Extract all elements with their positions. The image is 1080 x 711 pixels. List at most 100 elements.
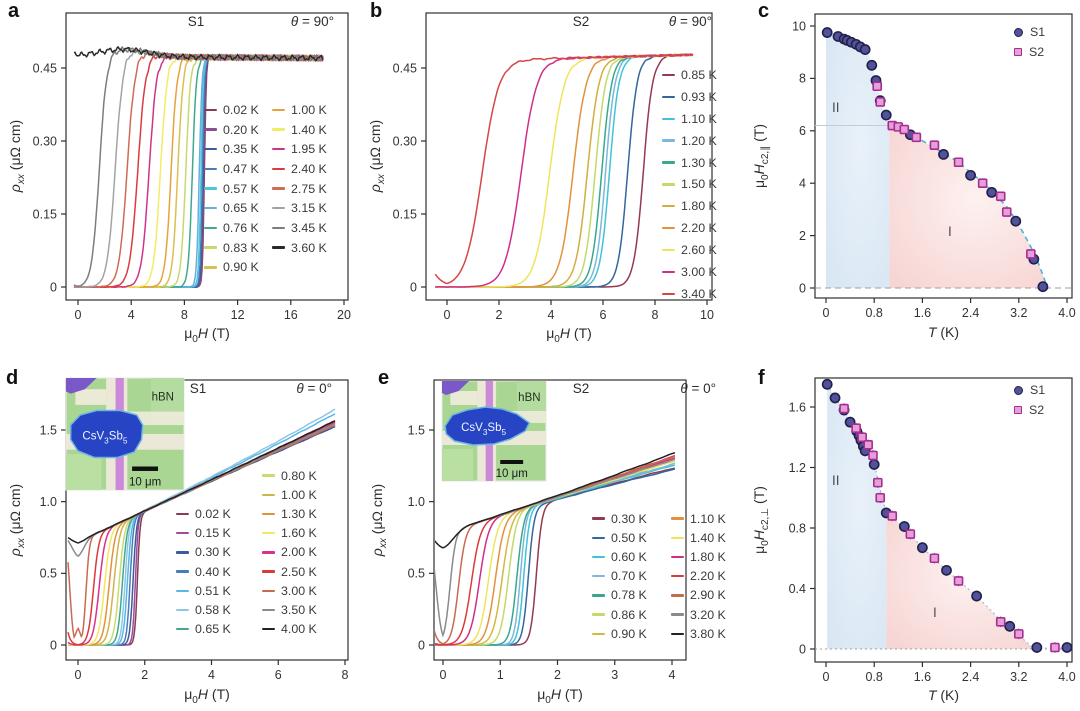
axis-label: μ0H (T) [184,686,230,706]
axis-label: 10 μm [496,468,528,480]
y-tick-label: 0.5 [40,567,57,581]
y-tick-label: 0.15 [393,207,417,221]
panel-e-angle-label: θ = 0° [680,381,716,396]
panel-f: f 0 0.8 1.6 2.4 3.2 4.0 0 0.4 0.8 1.2 1.6 T (K) μ0Hc… [720,355,1080,711]
x-tick-label: 0.8 [866,670,883,684]
plot-frame [433,379,687,661]
panel-d-chart: 0 2 4 6 8 0 0.5 1.0 1.5 μ0H (T) ρxx (μΩ cm) hBN CsV3… [7,377,349,706]
x-tick-label: 0 [440,668,447,682]
x-tick-label: 1 [497,668,504,682]
data-point [875,97,886,107]
x-tick-label: 8 [181,308,188,322]
x-tick-label: 8 [652,308,659,322]
plot-frame [425,12,713,301]
y-tick-label: 1.0 [40,495,57,509]
data-point [829,392,841,404]
plot-frame [65,379,349,661]
panel-b-sample-label: S2 [572,14,590,29]
x-tick-label: 2.4 [962,306,979,320]
panel-d-sample-label: S1 [189,381,207,396]
curve-3.40K [434,53,694,285]
axis-label: ρxx (μΩ cm) [369,484,389,557]
panel-b-angle-label: θ = 90° [668,14,712,29]
panel-b-chart: 0 2 4 6 8 10 0 0.15 0.30 0.45 μ0H (T) ρxx (μΩ cm) [367,12,714,345]
curve-3.20K [435,458,676,638]
y-tick-label: 0.5 [408,567,425,581]
axis-label: ρxx (μΩ cm) [7,484,27,557]
x-tick-label: 6 [275,668,282,682]
panel-a-sample-label: S1 [187,14,205,29]
x-tick-label: 2 [141,668,148,682]
data-point [1050,642,1060,653]
axis-label: 10 μm [129,477,161,489]
data-point [1001,207,1012,217]
x-tick-label: 0.8 [866,306,883,320]
x-tick-label: 4.0 [1058,670,1075,684]
panel-a-chart: 0 4 8 12 16 20 0 0.15 0.30 0.45 μ0H (T) ρxx (μΩ cm) [7,12,351,345]
data-point [1061,642,1073,653]
data-point [965,169,976,181]
region-I [889,125,1047,288]
x-tick-label: 10 [700,308,714,322]
curve-3.80K [435,451,676,549]
axis-label: hBN [152,391,174,403]
data-point [971,590,983,602]
data-point [1013,629,1024,639]
axis-label: μ0H (T) [184,325,230,345]
curve-2.75K [74,49,324,289]
data-point [938,148,949,160]
x-tick-label: 0 [823,306,830,320]
panel-e-chart: 0 1 2 3 4 0 0.5 1.0 1.5 μ0H (T) ρxx (μΩ cm) hBN CsV3… [369,379,687,706]
data-point [866,59,878,71]
panel-f-chart: 0 0.8 1.6 2.4 3.2 4.0 0 0.4 0.8 1.2 1.6 T (K) μ0Hc2,… [751,377,1076,703]
panel-letter-e: e [378,367,390,389]
x-tick-label: 2 [554,668,561,682]
x-tick-label: 3.2 [1010,670,1027,684]
y-tick-label: 1.5 [408,423,425,437]
curve-0.93K [435,53,694,288]
x-tick-label: 6 [600,308,607,322]
curve-3.60K [73,46,324,62]
data-point [986,186,998,198]
axis-label: μ0H (T) [546,325,592,345]
data-point [887,511,898,521]
data-point [898,521,910,532]
y-tick-label: 0 [799,281,806,295]
y-tick-label: 0 [50,280,57,294]
x-tick-label: 4 [208,668,215,682]
curve-3.00K [435,53,694,288]
panel-f-region-II-label: II [832,473,840,488]
curve-1.80K [435,53,694,288]
axis-label: μ0Hc2,⊥ (T) [751,486,771,554]
data-point [995,616,1006,627]
panel-d: d S1 θ = 0° 0 2 4 6 8 0 0.5 1.0 1.5 μ0H (T) ρxx (μ… [0,355,360,711]
plot-frame [65,12,349,301]
data-point [953,157,964,168]
panel-letter-c: c [758,0,770,22]
region-II [827,384,887,649]
curve-1.50K [435,53,694,288]
device-micrograph-inset: hBN CsV3Sb5 10 μm [65,377,185,491]
data-point [995,191,1006,202]
x-tick-label: 3.2 [1010,306,1027,320]
panel-letter-b: b [370,0,383,22]
data-point [1031,642,1043,653]
y-tick-label: 6 [799,124,806,138]
x-tick-label: 4 [548,308,555,322]
panel-f-region-I-label: I [933,605,937,620]
data-point [859,44,871,55]
curve-0.85K [435,53,694,288]
data-point [868,459,880,470]
x-tick-label: 4 [128,308,135,322]
panel-a-angle-label: θ = 90° [290,14,334,29]
y-tick-label: 0.4 [789,582,806,596]
data-point [899,124,910,135]
y-tick-label: 1.0 [408,495,425,509]
x-tick-label: 1.6 [914,306,931,320]
data-point [929,553,940,564]
data-point [1010,215,1022,227]
scale-bar [132,466,159,471]
panel-b: b S2 θ = 90° 0 2 4 6 8 10 0 0.15 0.30 0.45 μ0H (T)… [360,0,720,355]
data-point [1004,620,1016,632]
